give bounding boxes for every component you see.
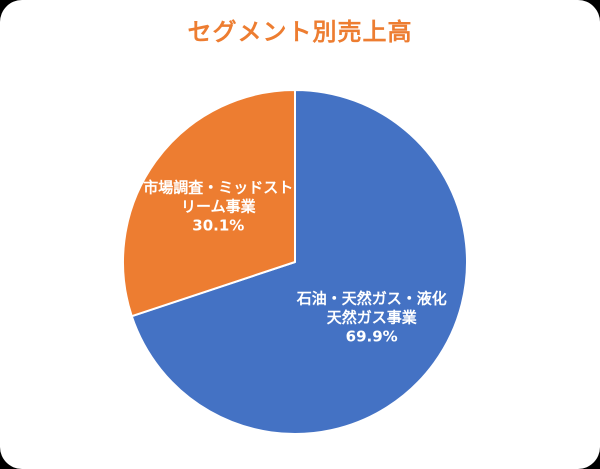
pie-slice-label-0: 石油・天然ガス・液化天然ガス事業 69.9% bbox=[296, 289, 447, 345]
pie-slice-label-1: 市場調査・ミッドストリーム事業 30.1% bbox=[143, 179, 293, 235]
pie-slice-0 bbox=[130, 89, 469, 435]
pie-slice-1 bbox=[122, 89, 296, 318]
chart-title: セグメント別売上高 bbox=[187, 18, 413, 46]
